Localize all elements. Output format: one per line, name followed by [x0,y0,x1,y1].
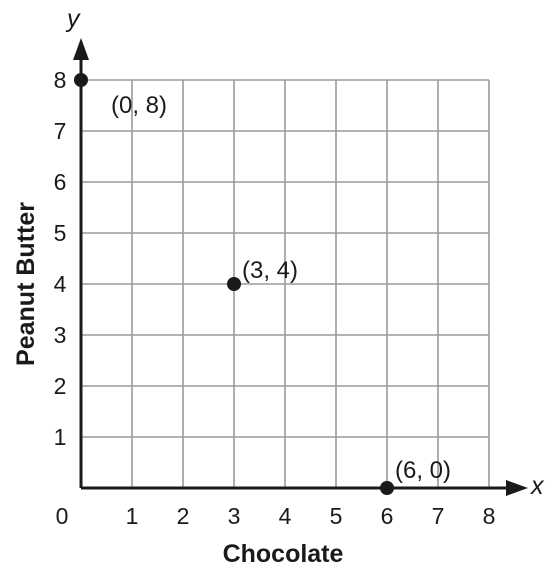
y-tick-label: 7 [54,118,67,144]
y-tick-label: 1 [54,424,67,450]
x-tick-label: 6 [381,503,394,529]
x-axis-title: Chocolate [223,540,344,568]
x-tick-label: 0 [56,503,69,529]
y-tick-label: 6 [54,169,67,195]
axes [73,38,528,496]
y-tick-label: 2 [54,373,67,399]
x-tick-label: 3 [228,503,241,529]
data-points: (0, 8) (3, 4) (6, 0) [74,73,451,495]
y-tick-label: 5 [54,220,67,246]
x-tick-label: 4 [279,503,292,529]
x-tick-label: 5 [330,503,343,529]
grid [80,79,490,489]
data-point [227,277,241,291]
y-axis-letter: y [65,5,81,33]
data-point-label: (0, 8) [111,92,167,119]
data-point [74,73,88,87]
x-tick-label: 2 [177,503,190,529]
x-tick-label: 1 [126,503,139,529]
data-point-label: (6, 0) [395,457,451,484]
y-axis-title: Peanut Butter [12,202,40,366]
tick-labels: 0 1 2 3 4 5 6 7 8 1 2 3 4 5 6 7 8 [54,67,496,529]
x-tick-label: 8 [483,503,496,529]
data-point-label: (3, 4) [242,257,298,284]
y-tick-label: 3 [54,322,67,348]
y-tick-label: 8 [54,67,67,93]
y-axis-arrow-icon [73,38,89,60]
x-axis-arrow-icon [506,480,528,496]
x-tick-label: 7 [432,503,445,529]
data-point [380,481,394,495]
y-tick-label: 4 [54,271,67,297]
x-axis-letter: x [530,472,545,500]
